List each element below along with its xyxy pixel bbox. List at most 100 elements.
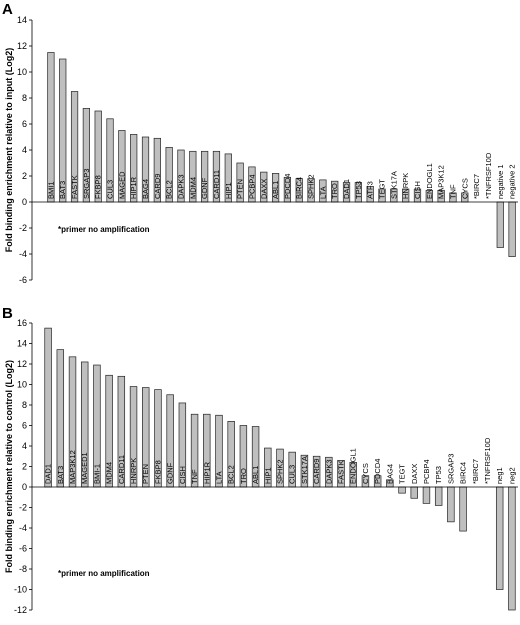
bar [508, 201, 516, 257]
category-label: HIP1R [202, 461, 211, 484]
category-label: PDCD4 [373, 459, 382, 484]
category-label: DAXX [410, 464, 419, 484]
category-label: LTA [214, 471, 223, 484]
footnote-a: *primer no amplification [58, 225, 150, 234]
y-tick-label: 12 [17, 41, 27, 51]
y-tick-label: 14 [17, 15, 27, 25]
category-label: negative 2 [508, 164, 517, 199]
category-label: BMI1 [46, 181, 55, 199]
category-label: MAP3K12 [68, 450, 77, 484]
category-label: STK17A [300, 456, 309, 484]
category-label: SRGAP3 [446, 454, 455, 484]
category-label: TP53 [434, 466, 443, 484]
category-label: ABL1 [271, 181, 280, 199]
category-label: *BIRC7 [471, 459, 480, 484]
category-label: TRO [239, 468, 248, 484]
category-label: SRGAP3 [82, 169, 91, 199]
y-axis-title-b: Fold binding enrichment relative to cont… [4, 360, 14, 573]
category-label: MAGED [117, 171, 126, 199]
y-tick-label: 4 [22, 441, 27, 451]
y-tick-label: 8 [22, 400, 27, 410]
category-label: ENDOGL1 [425, 163, 434, 199]
y-tick-label: -10 [14, 585, 27, 595]
category-label: neg1 [495, 467, 504, 484]
y-tick-label: -4 [19, 249, 27, 259]
category-label: CARD9 [312, 459, 321, 484]
bar [47, 52, 55, 203]
category-label: ABL1 [251, 466, 260, 484]
category-label: FKBP8 [153, 460, 162, 484]
y-tick-label: 10 [17, 380, 27, 390]
category-label: PCBP4 [422, 459, 431, 484]
category-label: LTA [318, 186, 327, 199]
category-label: GDNF [166, 462, 175, 484]
category-label: CYCS [460, 178, 469, 199]
category-label: DAXX [259, 179, 268, 199]
y-tick-label: 0 [22, 197, 27, 207]
category-label: STK17A [389, 171, 398, 199]
category-label: BMI-1 [92, 464, 101, 484]
category-label: DAD1 [44, 464, 53, 484]
bar [59, 58, 67, 203]
y-tick-label: -2 [19, 503, 27, 513]
y-tick-label: 4 [22, 145, 27, 155]
bar [410, 486, 418, 499]
category-label: TP53 [354, 181, 363, 199]
category-label: DAPK3 [324, 459, 333, 484]
y-tick-label: 6 [22, 119, 27, 129]
y-tick-label: -4 [19, 523, 27, 533]
y-tick-label: -12 [14, 605, 27, 615]
category-label: BAG4 [385, 464, 394, 484]
category-label: *TNFRSF10D [484, 152, 493, 199]
y-tick-label: -2 [19, 223, 27, 233]
category-label: HIP1 [263, 467, 272, 484]
category-label: MDM4 [105, 462, 114, 484]
y-tick-label: 2 [22, 171, 27, 181]
category-label: FASTK [337, 460, 346, 484]
category-label: TRO [330, 183, 339, 199]
y-axis-title-a: Fold binding enrichment relative to inpu… [4, 48, 14, 253]
y-tick-label: 8 [22, 93, 27, 103]
category-label: HNRPK [401, 173, 410, 199]
category-label: BAT3 [56, 466, 65, 484]
category-label: TNF [448, 184, 457, 199]
y-tick-label: 10 [17, 67, 27, 77]
bar [447, 486, 455, 523]
category-label: SPHK2 [276, 459, 285, 484]
category-label: PDCD4 [283, 174, 292, 199]
category-label: PTEN [236, 179, 245, 199]
category-label: neg2 [507, 467, 516, 484]
y-tick-label: 2 [22, 462, 27, 472]
bar [495, 486, 504, 590]
category-label: BIRC4 [295, 177, 304, 199]
bar [44, 327, 52, 488]
category-label: FKBP8 [94, 175, 103, 199]
y-tick-label: -8 [19, 564, 27, 574]
category-label: BIRC4 [459, 462, 468, 484]
category-label: BAT3 [58, 181, 67, 199]
category-label: *TNFRSF10D [483, 437, 492, 484]
category-label: PCBP4 [247, 174, 256, 199]
y-tick-label: 16 [17, 318, 27, 328]
bar [434, 486, 443, 506]
category-label: *BIRC7 [472, 174, 481, 199]
category-label: DAPK3 [176, 174, 185, 199]
category-label: BCL2 [165, 180, 174, 199]
category-label: CYCS [361, 463, 370, 484]
category-label: PTEN [141, 464, 150, 484]
category-label: CARD11 [212, 170, 221, 199]
panel-letter-a: A [2, 1, 13, 18]
y-tick-label: 0 [22, 482, 27, 492]
y-tick-label: -6 [19, 275, 27, 285]
category-label: ENDOGL1 [349, 448, 358, 484]
category-label: BAG4 [141, 179, 150, 199]
category-label: CARD11 [117, 455, 126, 484]
category-label: CUL3 [288, 465, 297, 484]
category-label: TNF [190, 469, 199, 484]
category-label: TEGT [398, 464, 407, 484]
category-label: negative 1 [496, 164, 505, 199]
category-label: CARD9 [153, 174, 162, 199]
category-label: MAP3K12 [437, 165, 446, 199]
category-label: MDM4 [188, 177, 197, 199]
